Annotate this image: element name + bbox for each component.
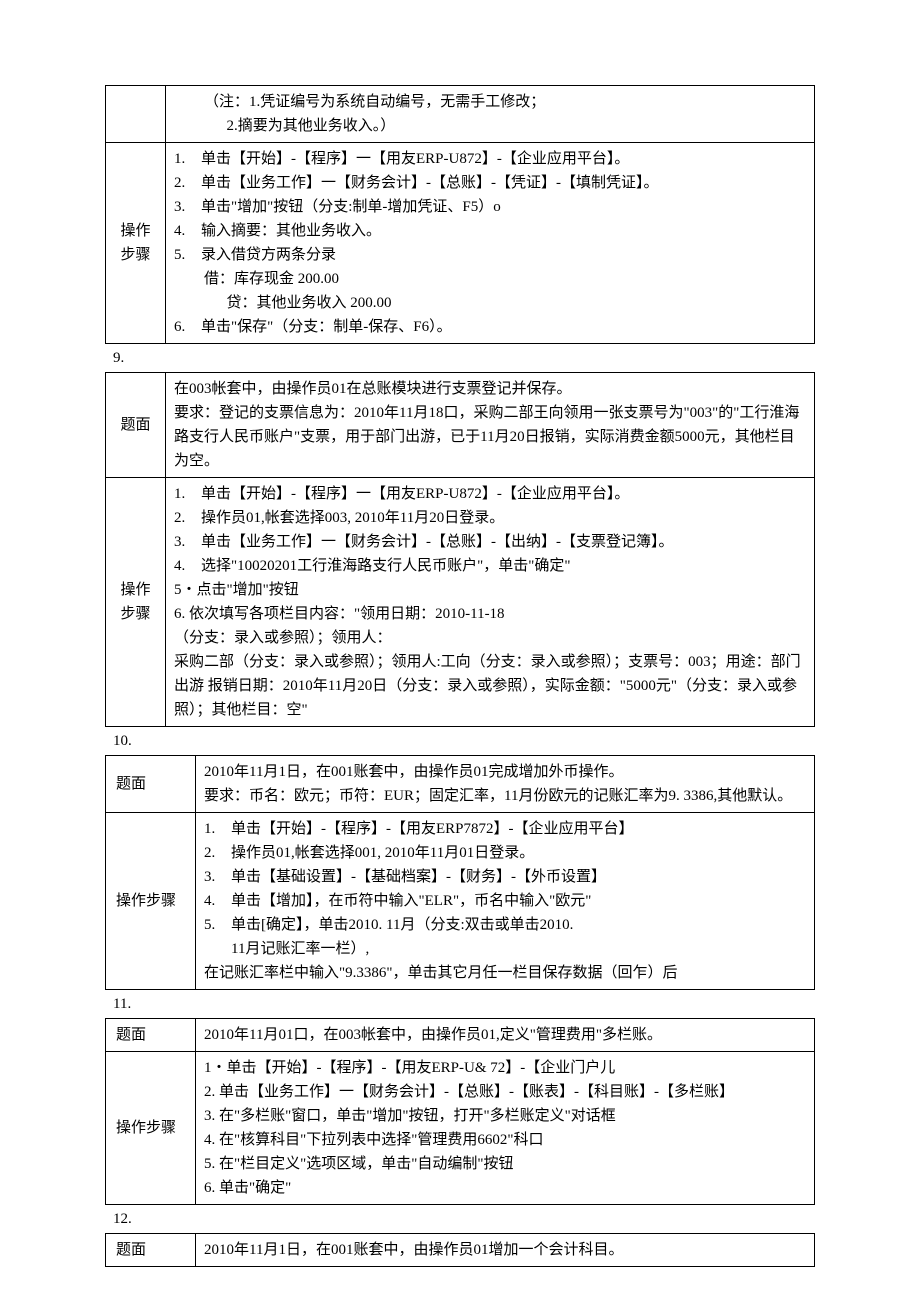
num-9: 9.	[105, 344, 815, 372]
table-8: （注：1.凭证编号为系统自动编号，无需手工修改； 2.摘要为其他业务收入。） 操…	[105, 85, 815, 344]
s9-2: 2.操作员01,帐套选择003, 2010年11月20日登录。	[174, 506, 806, 530]
s10-2: 2.操作员01,帐套选择001, 2010年11月01日登录。	[204, 841, 806, 865]
s9-3: 3.单击【业务工作】一【财务会计】-【总账】-【出纳】-【支票登记簿】。	[174, 530, 806, 554]
table-10: 题面 2010年11月1日，在001账套中，由操作员01完成增加外币操作。 要求…	[105, 755, 815, 990]
q9-2: 要求：登记的支票信息为：2010年11月18口，采购二部王向领用一张支票号为"0…	[174, 401, 806, 473]
cell-steps-9: 1.单击【开始】-【程序】一【用友ERP-U872】-【企业应用平台】。 2.操…	[166, 478, 815, 727]
s8-5: 5.录入借贷方两条分录	[174, 243, 806, 267]
num-12: 12.	[105, 1205, 815, 1233]
table-11: 题面 2010年11月01口，在003帐套中，由操作员01,定义"管理费用"多栏…	[105, 1018, 815, 1205]
q9-1: 在003帐套中，由操作员01在总账模块进行支票登记并保存。	[174, 377, 806, 401]
s9-e1: （分支：录入或参照）；领用人：	[174, 626, 806, 650]
s10-1: 1.单击【开始】-【程序】-【用友ERP7872】-【企业应用平台】	[204, 817, 806, 841]
cell-steps-10: 1.单击【开始】-【程序】-【用友ERP7872】-【企业应用平台】 2.操作员…	[196, 813, 815, 990]
s9-1: 1.单击【开始】-【程序】一【用友ERP-U872】-【企业应用平台】。	[174, 482, 806, 506]
s9-5: 5・点击"增加"按钮	[174, 578, 806, 602]
s8-4: 4.输入摘要：其他业务收入。	[174, 219, 806, 243]
table-12: 题面 2010年11月1日，在001账套中，由操作员01增加一个会计科目。	[105, 1233, 815, 1267]
s8-2: 2.单击【业务工作】一【财务会计】-【总账】-【凭证】-【填制凭证】。	[174, 171, 806, 195]
label-q-9: 题面	[106, 373, 166, 478]
label-steps-9: 操作步骤	[106, 478, 166, 727]
s8-debit: 借：库存现金 200.00	[174, 267, 806, 291]
cell-steps-11: 1・单击【开始】-【程序】-【用友ERP-U& 72】-【企业门户儿 2. 单击…	[196, 1052, 815, 1205]
num-10: 10.	[105, 727, 815, 755]
cell-steps-8: 1.单击【开始】-【程序】一【用友ERP-U872】-【企业应用平台】。 2.单…	[166, 143, 815, 344]
s11-3: 3. 在"多栏账"窗口，单击"增加"按钮，打开"多栏账定义"对话框	[204, 1104, 806, 1128]
s10-4: 4.单击【增加】，在币符中输入"ELR"，币名中输入"欧元"	[204, 889, 806, 913]
s8-3: 3.单击"增加"按钮（分支:制单-增加凭证、F5）o	[174, 195, 806, 219]
cell-q-12: 2010年11月1日，在001账套中，由操作员01增加一个会计科目。	[196, 1234, 815, 1267]
s10-5: 5.单击[确定】，单击2010. 11月（分支:双击或单击2010.	[204, 913, 806, 937]
s9-e2: 采购二部（分支：录入或参照）；领用人:工向（分支：录入或参照）；支票号：003；…	[174, 650, 806, 722]
label-steps-11: 操作步骤	[106, 1052, 196, 1205]
s10-5c: 11月记账汇率一栏）,	[204, 937, 806, 961]
s10-3: 3.单击【基础设置】-【基础档案】-【财务】-【外币设置】	[204, 865, 806, 889]
num-11: 11.	[105, 990, 815, 1018]
cell-q-9: 在003帐套中，由操作员01在总账模块进行支票登记并保存。 要求：登记的支票信息…	[166, 373, 815, 478]
cell-q-10: 2010年11月1日，在001账套中，由操作员01完成增加外币操作。 要求：币名…	[196, 756, 815, 813]
label-q-11: 题面	[106, 1019, 196, 1052]
s11-4: 4. 在"核算科目"下拉列表中选择"管理费用6602"科口	[204, 1128, 806, 1152]
s9-6: 6. 依次填写各项栏目内容："领用日期：2010-11-18	[174, 602, 806, 626]
note1: （注：1.凭证编号为系统自动编号，无需手工修改；	[174, 90, 806, 114]
s11-6: 6. 单击"确定"	[204, 1176, 806, 1200]
s11-5: 5. 在"栏目定义"选项区域，单击"自动编制"按钮	[204, 1152, 806, 1176]
label-q-10: 题面	[106, 756, 196, 813]
table-9: 题面 在003帐套中，由操作员01在总账模块进行支票登记并保存。 要求：登记的支…	[105, 372, 815, 727]
label-steps-8: 操作步骤	[106, 143, 166, 344]
s11-2: 2. 单击【业务工作】一【财务会计】-【总账】-【账表】-【科目账】-【多栏账】	[204, 1080, 806, 1104]
s8-6: 6.单击"保存"（分支：制单-保存、F6）。	[174, 315, 806, 339]
note2: 2.摘要为其他业务收入。）	[174, 114, 806, 138]
cell-q-11: 2010年11月01口，在003帐套中，由操作员01,定义"管理费用"多栏账。	[196, 1019, 815, 1052]
s9-4: 4.选择"10020201工行淮海路支行人民币账户"，单击"确定"	[174, 554, 806, 578]
q10-2: 要求：币名：欧元；币符：EUR；固定汇率，11月份欧元的记账汇率为9. 3386…	[204, 784, 806, 808]
label-steps-10: 操作步骤	[106, 813, 196, 990]
s10-e: 在记账汇率栏中输入"9.3386"，单击其它月任一栏目保存数据（回乍）后	[204, 961, 806, 985]
label-q-12: 题面	[106, 1234, 196, 1267]
s11-1: 1・单击【开始】-【程序】-【用友ERP-U& 72】-【企业门户儿	[204, 1056, 806, 1080]
q10-1: 2010年11月1日，在001账套中，由操作员01完成增加外币操作。	[204, 760, 806, 784]
s8-1: 1.单击【开始】-【程序】一【用友ERP-U872】-【企业应用平台】。	[174, 147, 806, 171]
s8-credit: 贷：其他业务收入 200.00	[174, 291, 806, 315]
cell-note: （注：1.凭证编号为系统自动编号，无需手工修改； 2.摘要为其他业务收入。）	[166, 86, 815, 143]
cell-empty	[106, 86, 166, 143]
